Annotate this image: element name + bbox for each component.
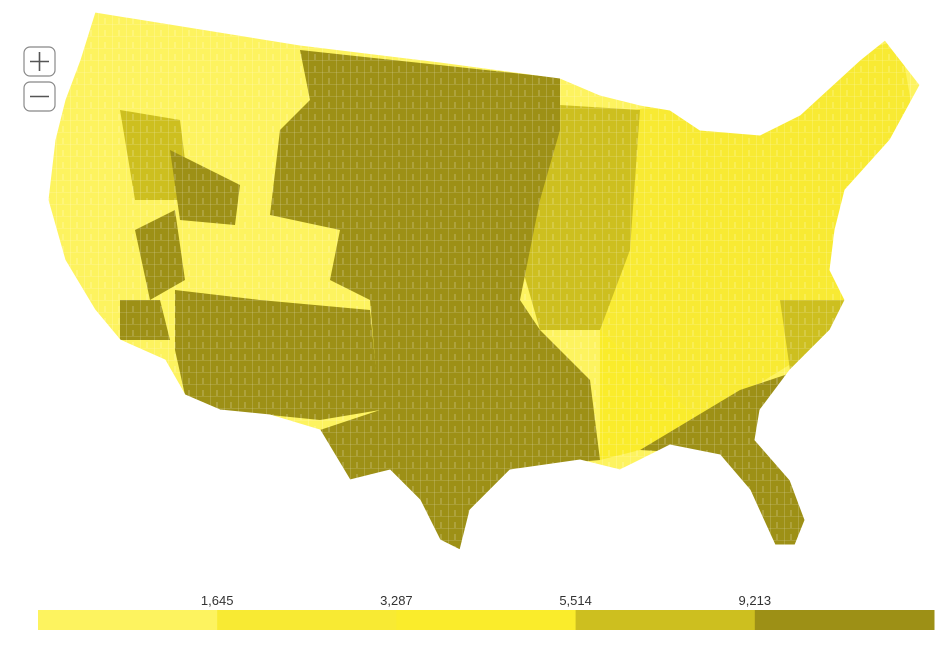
legend-swatch — [396, 610, 577, 630]
legend-label: 9,213 — [739, 593, 772, 608]
legend-swatch — [38, 610, 218, 630]
zoom-out-button[interactable] — [23, 81, 56, 112]
legend-label: 5,514 — [559, 593, 592, 608]
legend-label: 1,645 — [201, 593, 234, 608]
legend: 1,645 3,287 5,514 9,213 — [38, 593, 935, 630]
zoom-in-button[interactable] — [23, 46, 56, 77]
us-outline — [47, 11, 921, 551]
legend-swatch — [754, 610, 935, 630]
legend-swatch — [575, 610, 756, 630]
legend-label: 3,287 — [380, 593, 413, 608]
legend-swatch — [217, 610, 397, 630]
